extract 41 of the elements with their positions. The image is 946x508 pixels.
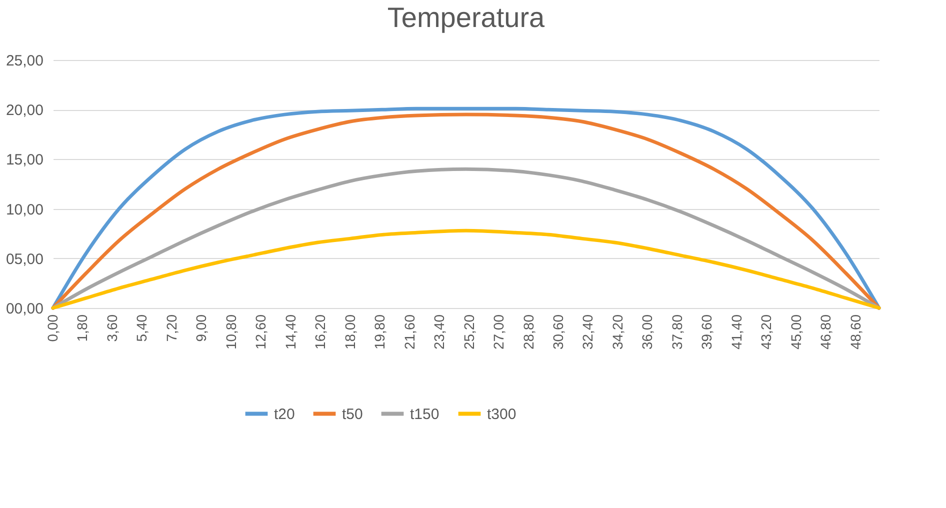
line-series (51, 167, 881, 310)
y-tick-label: 05,00 (6, 250, 44, 268)
legend-label: t20 (274, 406, 295, 423)
y-tick-label: 00,00 (6, 300, 44, 318)
legend-label: t300 (487, 406, 516, 423)
x-tick-label: 0,00 (44, 314, 60, 342)
x-tick-label: 32,40 (580, 314, 596, 350)
x-tick-label: 16,20 (312, 314, 328, 350)
y-tick-label: 10,00 (6, 201, 44, 218)
x-tick-label: 46,80 (818, 314, 834, 350)
x-tick-label: 34,20 (609, 314, 626, 350)
x-tick-label: 48,60 (847, 314, 864, 350)
x-tick-label: 43,20 (758, 314, 774, 350)
x-tick-label: 18,00 (342, 314, 358, 350)
y-tick-label: 20,00 (6, 102, 44, 120)
y-tick-label: 15,00 (6, 152, 44, 169)
x-tick-label: 14,40 (282, 314, 298, 350)
x-tick-label: 9,00 (193, 314, 210, 342)
x-tick-label: 10,80 (222, 314, 239, 350)
x-tick-label: 12,60 (252, 314, 269, 350)
x-tick-label: 19,80 (372, 314, 388, 350)
x-tick-label: 41,40 (728, 314, 744, 350)
x-tick-label: 3,60 (104, 314, 120, 342)
x-tick-label: 45,00 (788, 314, 804, 350)
chart-title: Temperatura (387, 2, 546, 33)
y-tick-label: 25,00 (6, 52, 44, 70)
legend-label: t150 (410, 406, 440, 423)
x-tick-label: 36,00 (639, 314, 656, 350)
x-tick-label: 23,40 (431, 314, 448, 350)
x-tick-label: 1,80 (74, 314, 90, 342)
x-tick-label: 30,60 (550, 314, 566, 350)
x-tick-label: 7,20 (163, 314, 180, 342)
x-tick-label: 37,80 (668, 314, 685, 350)
x-tick-label: 39,60 (698, 314, 715, 350)
x-tick-label: 25,20 (460, 314, 477, 350)
x-tick-label: 5,40 (134, 314, 150, 342)
legend-label: t50 (342, 406, 363, 423)
x-tick-label: 28,80 (520, 314, 536, 350)
x-tick-label: 27,00 (490, 314, 507, 350)
line-series (51, 228, 881, 310)
x-tick-label: 21,60 (401, 314, 418, 350)
